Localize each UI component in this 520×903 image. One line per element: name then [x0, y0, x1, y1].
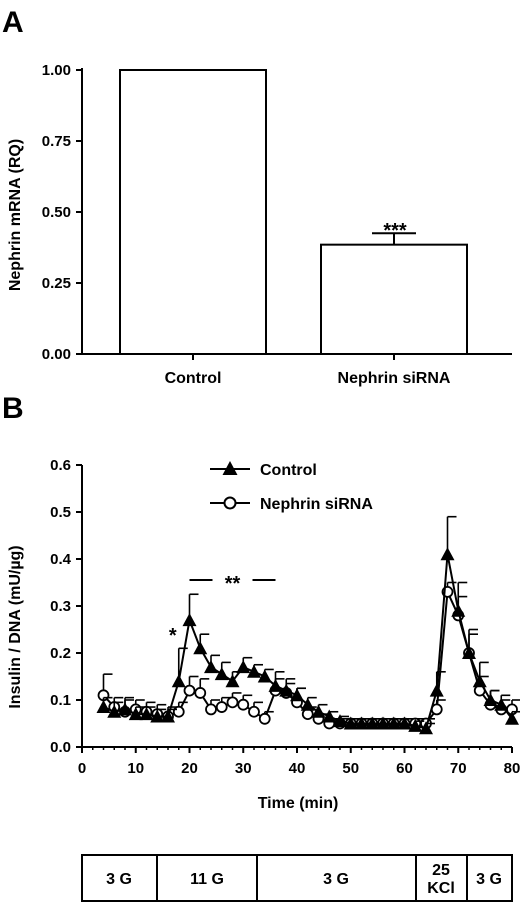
control-point	[214, 667, 229, 681]
panel-b-y-tick-label: 0.0	[50, 739, 71, 756]
panel-a-y-axis-label: Nephrin mRNA (RQ)	[7, 139, 24, 291]
control-point	[182, 613, 197, 627]
control-point	[365, 716, 380, 730]
control-point	[451, 603, 466, 617]
panel-b-x-tick-label: 80	[504, 760, 520, 777]
control-point	[128, 707, 143, 721]
control-point	[333, 714, 347, 728]
control-point	[236, 660, 251, 674]
significance-single: *	[169, 625, 177, 647]
control-point	[408, 718, 423, 732]
nephrin-point	[248, 705, 260, 718]
panel-a-y-tick-label: 0.50	[42, 204, 71, 221]
panel-a-y-tick-label: 0.00	[42, 346, 71, 363]
control-point	[429, 683, 444, 697]
control-point	[161, 709, 175, 723]
control-point	[150, 709, 165, 723]
nephrin-point	[226, 696, 239, 709]
control-point	[268, 678, 283, 692]
control-point	[419, 721, 433, 735]
control-point	[171, 674, 186, 688]
control-point	[376, 716, 390, 730]
series-control	[96, 515, 520, 735]
panel-b-x-tick-label: 40	[289, 760, 306, 777]
condition-label: 25 KCl	[427, 862, 455, 897]
condition-bar: 3 G 11 G 3 G 25 KCl 3 G	[81, 854, 513, 902]
panel-b-y-tick-label: 0.6	[50, 457, 71, 474]
control-point	[247, 664, 261, 678]
legend-control-label: Control	[260, 462, 317, 479]
panel-a-category-nephrin-sirna: Nephrin siRNA	[338, 370, 451, 387]
legend: Control Nephrin siRNA	[210, 461, 373, 513]
condition-label: 3 G	[106, 871, 132, 888]
nephrin-point	[183, 684, 196, 697]
control-point	[204, 660, 218, 674]
nephrin-point	[215, 701, 228, 713]
control-point	[505, 711, 519, 725]
control-point	[494, 697, 509, 711]
panel-a-significance: ***	[383, 220, 407, 242]
control-point	[354, 716, 369, 730]
condition-bar-frame	[81, 854, 513, 902]
panel-b-letter: B	[2, 392, 24, 425]
panel-b-x-tick-label: 50	[342, 760, 359, 777]
control-point	[118, 702, 132, 716]
nephrin-point	[172, 705, 185, 718]
control-point	[107, 704, 122, 718]
control-point	[472, 674, 487, 688]
panel-b-y-axis-label: Insulin / DNA (mU/µg)	[7, 545, 24, 708]
panel-b-x-tick-label: 20	[181, 760, 198, 777]
control-point	[343, 716, 358, 730]
control-point	[225, 674, 240, 688]
significance-double: **	[225, 573, 241, 595]
control-point	[483, 693, 498, 706]
control-point	[139, 707, 154, 721]
control-point	[257, 669, 272, 683]
panel-b-x-tick-label: 30	[235, 760, 252, 777]
panel-b-x-axis-label: Time (min)	[258, 795, 339, 812]
panel-b-x-tick-label: 60	[396, 760, 413, 777]
control-point	[440, 547, 455, 561]
control-point	[290, 688, 304, 702]
condition-label: 11 G	[190, 871, 224, 888]
panel-b-x-tick-label: 0	[78, 760, 86, 777]
control-point	[397, 716, 412, 730]
panel-a-category-control: Control	[165, 370, 222, 387]
control-point	[279, 683, 294, 697]
control-point	[386, 716, 401, 730]
panel-a-y-tick-label: 1.00	[42, 62, 71, 79]
panel-b-x-tick-label: 10	[127, 760, 144, 777]
nephrin-point	[205, 703, 217, 716]
control-point	[96, 700, 111, 714]
condition-label: 3 G	[476, 871, 502, 888]
legend-control-marker	[222, 461, 238, 475]
panel-b-y-tick-label: 0.1	[50, 692, 71, 709]
nephrin-point	[194, 687, 207, 699]
panel-b-chart: 0.00.10.20.30.40.50.60 10 20 30 40 50 60 70 80**…	[50, 457, 520, 777]
control-point	[322, 709, 337, 723]
panel-b-y-tick-label: 0.3	[50, 598, 71, 615]
control-point	[462, 646, 476, 659]
control-point	[311, 704, 326, 718]
panel-b-y-tick-label: 0.5	[50, 504, 71, 521]
panel-b-x-tick-label: 70	[450, 760, 467, 777]
panel-a-bar	[320, 243, 468, 355]
nephrin-point	[237, 698, 250, 711]
panel-a-y-tick-label: 0.75	[42, 133, 71, 150]
panel-a-y-tick-label: 0.25	[42, 275, 71, 292]
control-point	[193, 641, 208, 655]
nephrin-point	[258, 712, 271, 725]
panel-a-letter: A	[2, 6, 24, 39]
panel-b-y-tick-label: 0.2	[50, 645, 71, 662]
legend-nephrin-marker	[223, 496, 237, 510]
condition-label: 3 G	[323, 871, 349, 888]
legend-nephrin-label: Nephrin siRNA	[260, 496, 373, 513]
panel-a-chart: 0.00 0.25 0.50 0.75 1.00	[42, 62, 512, 363]
control-point	[300, 697, 315, 711]
panel-a-bar	[119, 69, 267, 355]
panel-b-y-tick-label: 0.4	[50, 551, 72, 568]
